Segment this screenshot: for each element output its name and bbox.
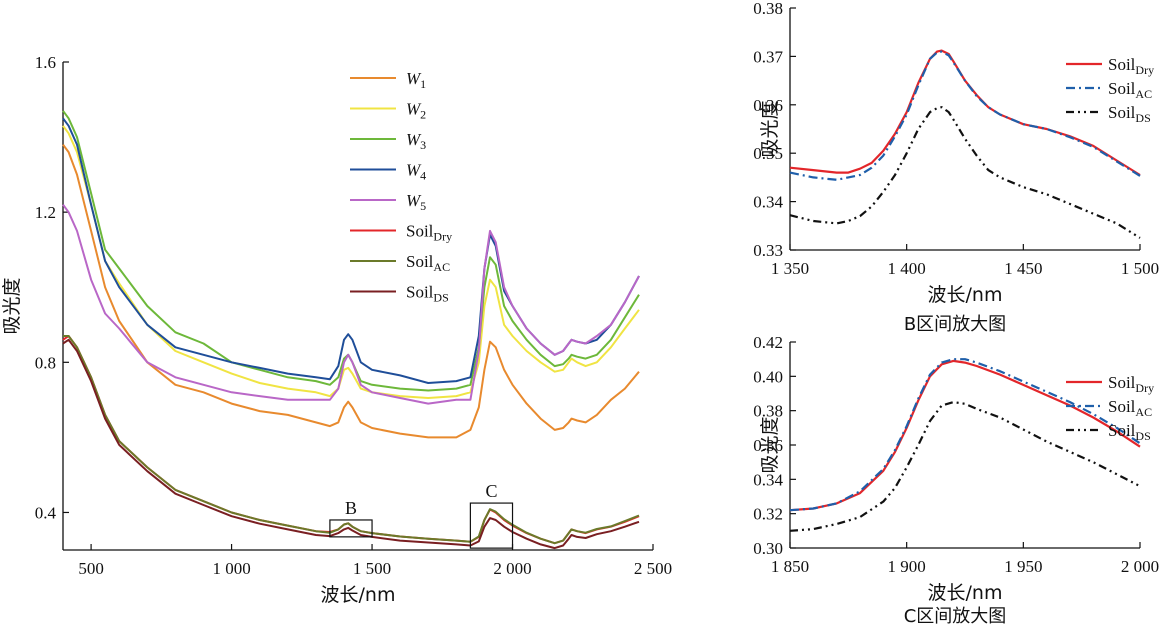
main-series-line-W2 [62,125,640,399]
main-y-tick-label: 0.4 [35,503,57,522]
legend-label-W1: W1 [406,69,426,91]
zoom-b-x-axis-title: 波长/nm [928,284,1003,306]
zoom-b-series-line-SoilDS_zoom [789,106,1141,239]
zoom-c-series-line-SoilDry [789,359,1141,512]
main-chart: 0.4 0.8 1.2 1.6 500 1 000 1 500 2 000 2 500 波长/nm… [1,53,672,606]
zoom-c-y-tick-label: 0.38 [753,402,783,421]
main-y-tick-label: 1.2 [35,203,56,222]
zoom-b-series-line-SoilAC_zoom [789,50,1141,181]
zoom-b-legend-label-SoilDry: SoilDry [1108,55,1154,77]
main-x-tick-label: 2 500 [634,559,672,578]
zoom-b-series-line-SoilDry [789,49,1141,176]
main-x-tick-label: 500 [78,559,104,578]
zoom-b-y-tick-label: 0.34 [753,193,783,212]
zoom-c-x-tick-label: 1 900 [888,557,926,576]
main-y-tick-label: 0.8 [35,353,56,372]
main-annotation-box [329,519,373,538]
zoom-b-chart: 0.33 0.34 0.35 0.36 0.37 0.38 1 350 1 400 1 450 1… [753,0,1159,335]
legend-label-SoilAC: SoilAC [406,252,450,274]
zoom-c-y-tick-label: 0.34 [753,470,783,489]
main-x-tick-label: 2 000 [493,559,531,578]
legend-label-W4: W4 [406,161,426,183]
legend-label-W5: W5 [406,191,426,213]
zoom-c-y-tick-label: 0.30 [753,539,783,558]
zoom-c-x-axis-title: 波长/nm [928,582,1003,604]
zoom-c-y-axis-title: 吸光度 [759,416,781,473]
zoom-c-y-tick-label: 0.36 [753,436,783,455]
main-legend: W1 W2 W3 W4 W5 SoilDry SoilAC SoilDS [350,69,452,305]
zoom-c-chart: 0.30 0.32 0.34 0.36 0.38 0.40 0.42 1 850 1 900 1 … [753,333,1159,627]
main-annotation-box [469,502,514,549]
zoom-b-x-tick-label: 1 400 [888,259,926,278]
main-y-tick-label: 1.6 [35,53,56,72]
zoom-c-x-tick-label: 1 950 [1004,557,1042,576]
zoom-b-y-tick-label: 0.38 [753,0,783,18]
main-series-line-W4 [62,117,640,384]
zoom-c-series-line-SoilDS_zoom [789,401,1141,532]
zoom-b-x-tick-label: 1 450 [1004,259,1042,278]
main-x-axis-title: 波长/nm [321,584,396,606]
zoom-b-y-tick-label: 0.36 [753,96,783,115]
main-x-tick-label: 1 000 [212,559,250,578]
zoom-c-legend-label-SoilDry: SoilDry [1108,373,1154,395]
legend-label-W3: W3 [406,130,426,152]
zoom-b-legend-label-SoilAC_zoom: SoilAC [1108,79,1152,101]
zoom-b-x-tick-label: 1 350 [771,259,809,278]
zoom-b-legend-label-SoilDS_zoom: SoilDS [1108,103,1151,125]
zoom-c-x-tick-label: 1 850 [771,557,809,576]
zoom-b-y-tick-label: 0.37 [753,47,783,66]
main-series-line-W1 [62,144,640,439]
main-y-axis-title: 吸光度 [1,277,23,334]
zoom-b-caption: B区间放大图 [904,314,1006,335]
main-series-line-W5 [62,204,640,405]
zoom-b-x-tick-label: 1 500 [1121,259,1159,278]
zoom-c-legend-label-SoilAC_zoom: SoilAC [1108,397,1152,419]
legend-label-W2: W2 [406,100,426,122]
main-series-line-W3 [62,110,640,392]
zoom-c-caption: C区间放大图 [904,606,1007,627]
legend-label-SoilDry: SoilDry [406,222,452,244]
main-series-line-SoilDS [62,338,640,550]
zoom-c-y-tick-label: 0.42 [753,333,783,352]
zoom-b-y-tick-label: 0.33 [753,241,783,260]
zoom-b-y-axis-title: 吸光度 [759,100,781,157]
main-x-tick-label: 1 500 [353,559,391,578]
zoom-c-legend-label-SoilDS_zoom: SoilDS [1108,421,1151,443]
zoom-c-y-tick-label: 0.40 [753,367,783,386]
main-annotation-label: C [485,481,497,501]
main-annotation-label: B [345,498,357,518]
main-series-line-SoilAC [63,335,640,545]
zoom-b-y-tick-label: 0.35 [753,144,783,163]
zoom-c-x-tick-label: 2 000 [1121,557,1159,576]
legend-label-SoilDS: SoilDS [406,283,449,305]
zoom-c-series-line-SoilAC_zoom [789,358,1141,512]
zoom-c-y-tick-label: 0.32 [753,505,783,524]
